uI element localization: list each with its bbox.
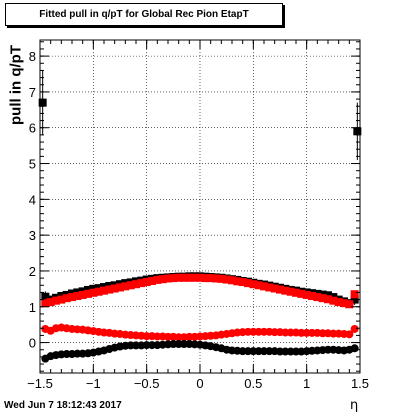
data-point (350, 295, 359, 304)
data-point (318, 294, 327, 303)
data-point (308, 292, 316, 301)
x-tick-label: −1 (86, 376, 101, 391)
y-tick-label: 8 (29, 49, 36, 64)
y-tick-label: 3 (29, 228, 36, 243)
data-point (238, 278, 247, 287)
data-point (350, 344, 359, 353)
data-point (233, 277, 242, 286)
data-point (217, 274, 226, 283)
data-point (340, 299, 348, 308)
x-tick-label: 0.5 (244, 376, 262, 391)
data-layer (38, 70, 362, 363)
data-point (350, 324, 359, 333)
data-point (84, 289, 92, 298)
data-point (73, 292, 82, 301)
y-tick-label: 7 (29, 85, 36, 100)
data-point (302, 290, 311, 299)
data-point (105, 285, 114, 294)
data-point (281, 286, 290, 295)
data-point (121, 282, 130, 291)
data-point (345, 300, 354, 309)
data-point (148, 276, 156, 285)
data-point (196, 273, 204, 282)
data-point (68, 293, 76, 302)
data-point (78, 290, 87, 299)
axes: −1.5 −1 −0.5 0 0.5 1 1.5 0 1 2 3 4 5 6 7 8 (27, 40, 369, 391)
x-tick-label: −0.5 (134, 376, 160, 391)
data-point (353, 127, 362, 136)
x-tick-label: −1.5 (27, 376, 53, 391)
data-point (265, 283, 274, 292)
timestamp: Wed Jun 7 18:12:43 2017 (4, 400, 122, 411)
data-point (350, 290, 359, 299)
series-3 (41, 339, 359, 363)
data-point (164, 274, 172, 283)
y-tick-label: 6 (29, 121, 36, 136)
data-point (222, 275, 231, 284)
series-2 (41, 323, 359, 342)
chart-title: Fitted pull in q/pT for Global Rec Pion … (5, 3, 283, 26)
data-point (100, 286, 108, 295)
data-point (41, 299, 50, 308)
data-point (169, 274, 178, 283)
data-point (46, 298, 55, 307)
x-tick-label: 1 (303, 376, 310, 391)
data-point (254, 281, 263, 290)
data-point (137, 279, 146, 288)
data-point (57, 295, 66, 304)
y-tick-label: 0 (29, 336, 36, 351)
x-axis-label: η (350, 398, 359, 413)
data-point (313, 293, 322, 302)
data-point (89, 288, 98, 297)
y-tick-label: 5 (29, 157, 36, 172)
data-point (174, 273, 183, 282)
data-point (270, 284, 279, 293)
grid-lines (39, 40, 361, 373)
data-point (249, 280, 258, 289)
data-point (201, 274, 210, 283)
data-point (62, 294, 71, 303)
data-point (185, 273, 194, 282)
x-tick-label: 0 (196, 376, 203, 391)
data-point (292, 288, 300, 297)
data-point (153, 275, 162, 284)
data-point (142, 278, 151, 287)
data-point (190, 273, 199, 282)
data-point (334, 298, 343, 307)
x-tick-label: 1.5 (351, 376, 369, 391)
data-point (126, 281, 135, 290)
data-point (329, 296, 338, 305)
data-point (52, 296, 60, 305)
data-point (228, 276, 236, 285)
y-tick-label: 4 (29, 192, 36, 207)
plot-frame (39, 39, 361, 374)
data-point (158, 275, 167, 284)
y-axis-label: pull in q/pT (7, 45, 25, 125)
data-point (38, 98, 47, 107)
data-point (286, 287, 295, 296)
data-point (110, 284, 119, 293)
data-point (94, 287, 103, 296)
data-point (324, 295, 332, 304)
data-point (260, 282, 268, 291)
data-point (116, 283, 124, 292)
data-point (212, 274, 220, 283)
data-point (206, 274, 215, 283)
data-point (244, 279, 252, 288)
series-1 (41, 273, 359, 309)
series-4 (38, 70, 362, 160)
data-point (180, 273, 188, 282)
data-point (297, 289, 306, 298)
data-point (132, 280, 140, 289)
data-point (345, 330, 354, 339)
y-tick-label: 2 (29, 264, 36, 279)
y-tick-label: 1 (29, 300, 36, 315)
data-point (276, 285, 284, 294)
data-point (41, 292, 50, 301)
